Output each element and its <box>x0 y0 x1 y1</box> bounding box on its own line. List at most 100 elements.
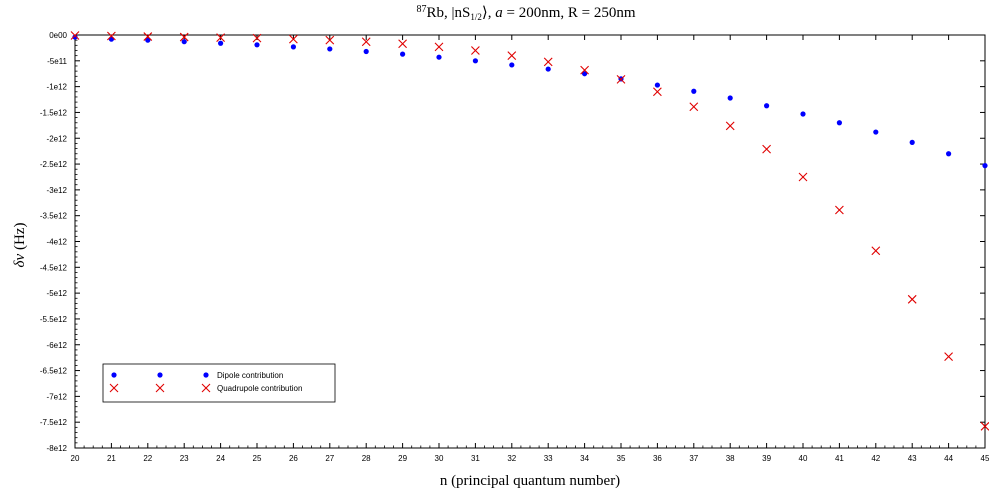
title-rest-b: = 200nm, R = 250nm <box>503 5 636 21</box>
y-tick-label: -1.5e12 <box>40 108 68 117</box>
x-tick-label: 44 <box>944 454 953 463</box>
quadrupole-point <box>762 144 771 154</box>
quadrupole-point <box>434 42 444 52</box>
legend: Dipole contribution Quadrupole contributi… <box>102 363 336 403</box>
x-tick-label: 30 <box>435 454 444 463</box>
x-tick-label: 22 <box>143 454 152 463</box>
x-tick-label: 37 <box>689 454 698 463</box>
legend-quadrupole-label: Quadrupole contribution <box>217 384 302 393</box>
legend-entries: Dipole contribution Quadrupole contributi… <box>109 371 302 393</box>
quadrupole-point <box>179 32 189 42</box>
y-tick-label: -6.5e12 <box>40 367 68 376</box>
x-tick-label: 41 <box>835 454 844 463</box>
legend-quadrupole-marker <box>155 383 165 393</box>
dipole-point <box>290 44 296 50</box>
x-tick-label: 28 <box>362 454 371 463</box>
quadrupole-point <box>216 33 225 42</box>
legend-dipole-marker <box>111 372 117 378</box>
y-tick-label: -8e12 <box>47 444 68 453</box>
title-element: Rb, |nS <box>427 5 471 21</box>
dipole-point <box>436 54 442 60</box>
quadrupole-point <box>471 46 480 55</box>
dipole-point <box>218 40 224 46</box>
series-quadrupole <box>70 31 989 431</box>
legend-dipole-marker <box>157 372 163 378</box>
x-tick-label: 24 <box>216 454 225 463</box>
dipole-point <box>72 34 78 40</box>
y-tick-label: -4e12 <box>47 238 68 247</box>
x-tick-label: 39 <box>762 454 771 463</box>
quadrupole-point <box>580 65 589 75</box>
quadrupole-point <box>70 31 80 40</box>
y-axis-title: δν (Hz) <box>12 223 28 268</box>
x-tick-label: 31 <box>471 454 480 463</box>
x-tick-label: 38 <box>726 454 735 463</box>
legend-quadrupole-marker <box>109 383 119 393</box>
y-axis-title-symbol: δν <box>12 253 28 267</box>
x-tick-label: 34 <box>580 454 589 463</box>
quadrupole-point <box>616 75 626 84</box>
x-tick-label: 27 <box>325 454 334 463</box>
quadrupole-point <box>871 246 881 256</box>
dipole-point <box>800 111 806 117</box>
quadrupole-point <box>835 205 844 215</box>
y-tick-label: -5.5e12 <box>40 315 68 324</box>
dipole-point <box>545 66 551 72</box>
y-tick-label: -5e11 <box>47 57 67 66</box>
y-tick-label: -3e12 <box>47 186 68 195</box>
dipole-point <box>654 82 661 88</box>
dipole-point <box>145 37 151 43</box>
x-tick-label: 43 <box>908 454 917 463</box>
dipole-point <box>363 48 369 55</box>
y-tick-label: -1e12 <box>47 83 68 92</box>
y-tick-label: -7e12 <box>47 392 68 401</box>
title-var-a: a <box>495 5 503 21</box>
quadrupole-point <box>689 102 699 112</box>
x-axis-title: n (principal quantum number) <box>440 473 620 489</box>
dipole-point <box>472 58 478 64</box>
dipole-point <box>327 46 333 52</box>
y-tick-label: -7.5e12 <box>40 418 68 427</box>
x-tick-label: 42 <box>871 454 880 463</box>
x-tick-label: 20 <box>71 454 80 463</box>
dipole-point <box>509 62 515 68</box>
dipole-point <box>873 129 879 135</box>
quadrupole-point <box>543 57 553 67</box>
quadrupole-point <box>143 32 153 41</box>
y-tick-label: 0e00 <box>49 31 67 40</box>
y-tick-label: -6e12 <box>47 341 68 350</box>
dipole-point <box>836 120 843 126</box>
x-tick-label: 23 <box>180 454 189 463</box>
x-tick-label: 21 <box>107 454 116 463</box>
dipole-point <box>727 95 733 101</box>
dipole-point <box>982 163 988 169</box>
quadrupole-point <box>653 87 662 97</box>
x-tick-label: 36 <box>653 454 662 463</box>
y-axis-title-unit: (Hz) <box>12 223 28 254</box>
legend-quadrupole-marker <box>201 383 211 393</box>
quadrupole-point <box>325 35 335 45</box>
dipole-point <box>400 51 406 57</box>
title-subscript: 1/2 <box>470 12 482 22</box>
dipole-point <box>691 88 697 94</box>
quadrupole-point <box>944 352 953 362</box>
series-dipole <box>72 34 988 169</box>
x-tick-label: 33 <box>544 454 553 463</box>
quadrupole-point <box>398 39 407 49</box>
x-axis: 20 21 22 23 24 25 26 27 28 29 30 31 32 33 34 35 36 37 38 39… <box>71 35 989 463</box>
dipole-point <box>181 39 187 45</box>
quadrupole-point <box>361 37 371 47</box>
legend-dipole-marker <box>203 372 209 378</box>
x-tick-label: 25 <box>253 454 262 463</box>
x-tick-label: 26 <box>289 454 298 463</box>
legend-box <box>102 363 336 403</box>
y-tick-label: -4.5e12 <box>40 263 68 272</box>
quadrupole-point <box>798 172 808 182</box>
dipole-point <box>764 103 770 109</box>
quadrupole-point <box>289 34 298 44</box>
quadrupole-point <box>980 421 989 431</box>
dipole-point <box>909 139 915 145</box>
quadrupole-point <box>107 31 116 41</box>
